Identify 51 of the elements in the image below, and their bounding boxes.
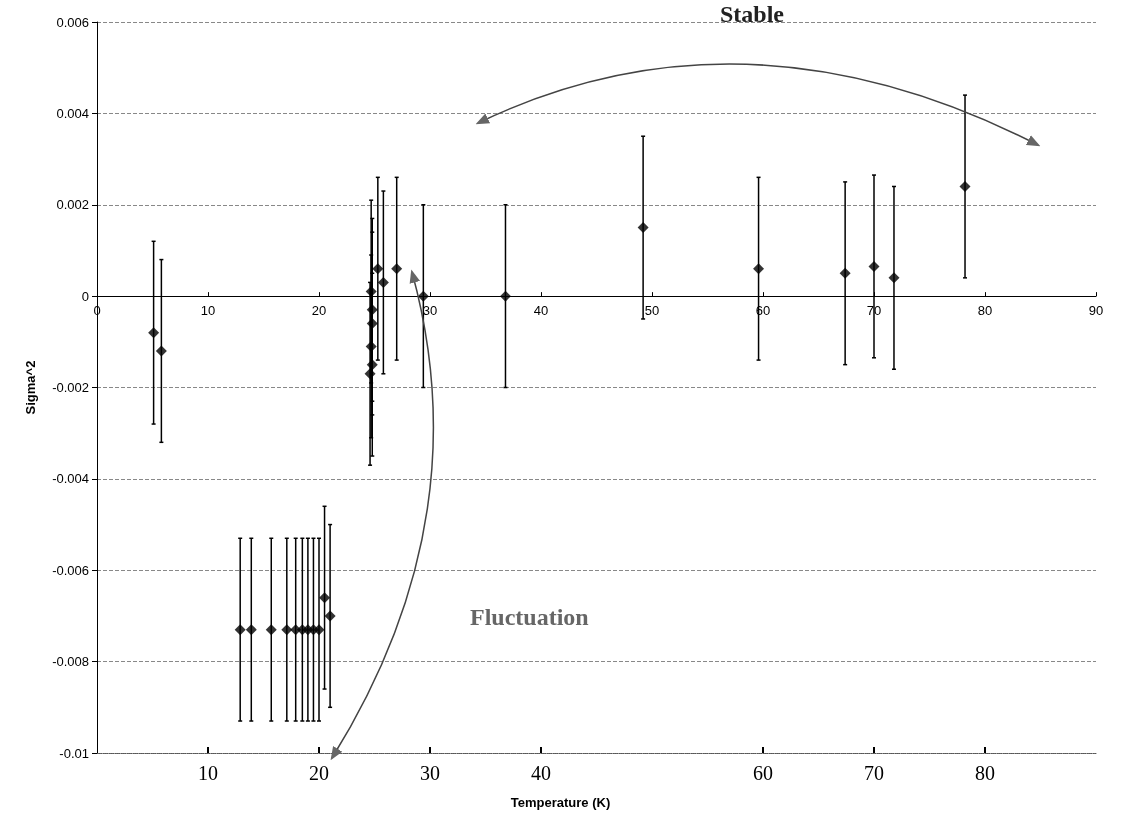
x-tick-label: 80 xyxy=(977,303,993,319)
y-tick-label: -0.008 xyxy=(52,654,89,670)
x-tick-label: 20 xyxy=(311,303,327,319)
point xyxy=(959,180,971,192)
point xyxy=(499,290,511,302)
point xyxy=(888,272,900,284)
point xyxy=(265,624,277,636)
x2-tick-label: 80 xyxy=(975,762,995,784)
point xyxy=(234,624,246,636)
x2-tick-label: 10 xyxy=(198,762,218,784)
x-tick-label: 50 xyxy=(644,303,660,319)
point xyxy=(753,263,765,275)
point xyxy=(319,592,331,604)
x2-tick-label: 40 xyxy=(531,762,551,784)
y-tick-label: 0.002 xyxy=(56,197,89,213)
point xyxy=(391,263,403,275)
point xyxy=(377,276,389,288)
x-tick-label: 30 xyxy=(422,303,438,319)
point xyxy=(366,318,378,330)
y-tick-label: 0.006 xyxy=(56,14,89,30)
y-tick-label: -0.006 xyxy=(52,562,89,578)
point xyxy=(366,304,378,316)
y-tick-label: -0.01 xyxy=(59,745,89,761)
x2-tick-label: 70 xyxy=(864,762,884,784)
point xyxy=(637,222,649,234)
annotation: Fluctuation xyxy=(470,604,589,630)
point xyxy=(155,345,167,357)
y-tick-label: -0.004 xyxy=(52,471,89,487)
point xyxy=(245,624,257,636)
x2-tick-label: 20 xyxy=(309,762,329,784)
x-tick-label: 40 xyxy=(533,303,549,319)
y-tick-label: 0.004 xyxy=(56,105,89,121)
point xyxy=(148,327,160,339)
x-tick-label: 90 xyxy=(1088,303,1104,319)
x-axis-title: Temperature (K) xyxy=(510,795,611,810)
point xyxy=(366,359,378,371)
y-axis-title: Sigma^2 xyxy=(23,360,38,415)
x-tick-label: 10 xyxy=(200,303,216,319)
x2-tick-label: 60 xyxy=(753,762,773,784)
point xyxy=(417,290,429,302)
point xyxy=(324,610,336,622)
point xyxy=(839,267,851,279)
y-tick-label: 0 xyxy=(81,288,89,304)
point xyxy=(372,263,384,275)
point xyxy=(868,260,880,272)
x2-tick-label: 30 xyxy=(420,762,440,784)
point xyxy=(313,624,325,636)
y-tick-label: -0.002 xyxy=(52,380,89,395)
annotation: Stable xyxy=(720,1,785,27)
point xyxy=(364,368,376,380)
point xyxy=(281,624,293,636)
